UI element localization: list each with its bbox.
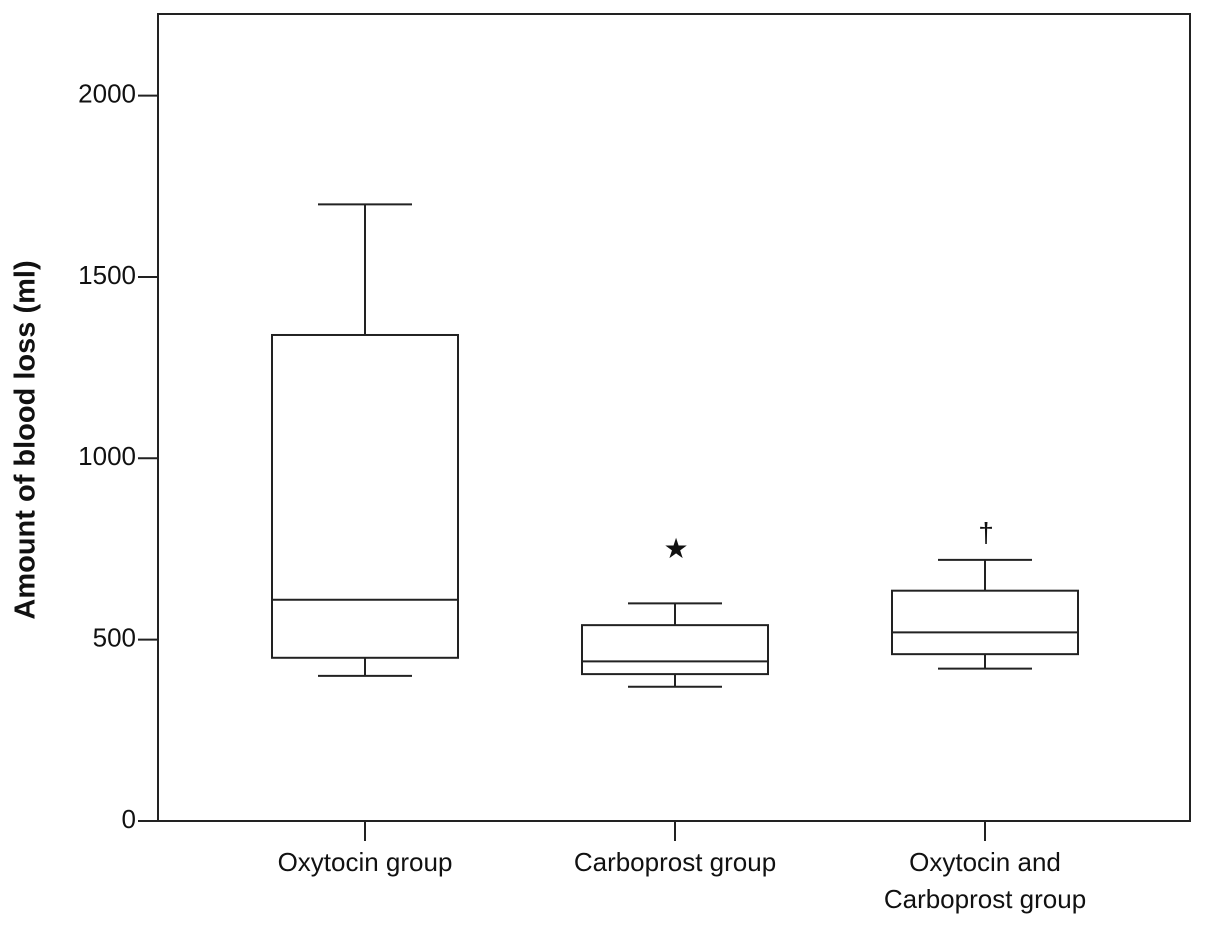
x-tick-label: Oxytocin group — [278, 847, 453, 877]
y-tick-label: 500 — [93, 623, 136, 653]
y-tick-label: 1000 — [78, 441, 136, 471]
plot-frame — [157, 13, 1191, 822]
y-tick-label: 0 — [122, 804, 136, 834]
x-tick-label: Carboprost group — [884, 884, 1086, 914]
y-tick-label: 1500 — [78, 260, 136, 290]
x-tick-label: Oxytocin and — [909, 847, 1061, 877]
box — [891, 589, 1079, 656]
box — [581, 624, 769, 676]
x-tick-label: Carboprost group — [574, 847, 776, 877]
box — [271, 333, 459, 659]
outlier: ★ — [663, 533, 688, 564]
y-tick-label: 2000 — [78, 78, 136, 108]
outlier: † — [978, 517, 994, 548]
y-axis-label: Amount of blood loss (ml) — [10, 260, 42, 619]
